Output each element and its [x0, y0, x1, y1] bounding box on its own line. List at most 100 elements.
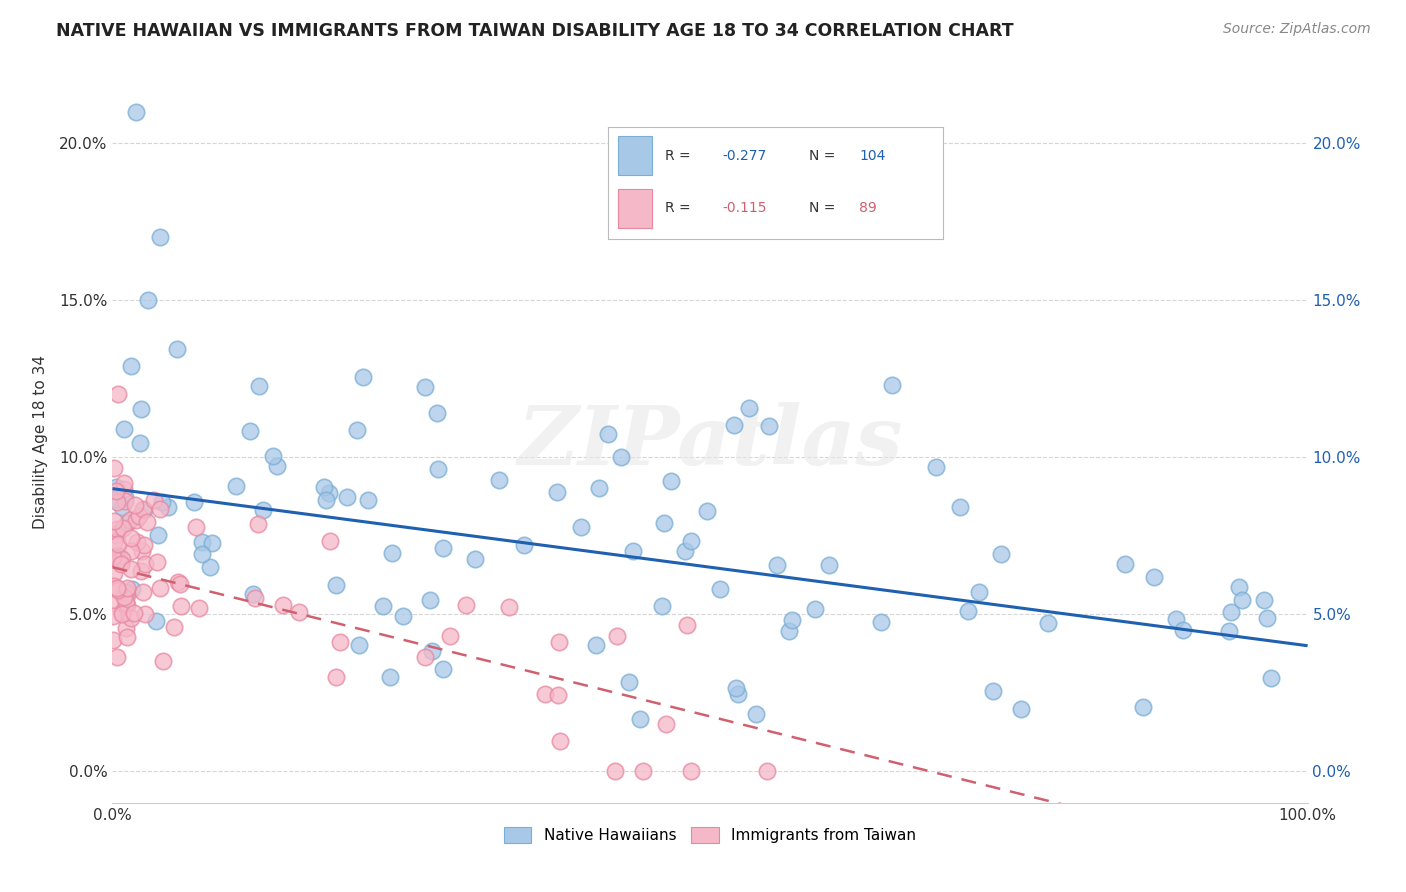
- Point: [117, 588, 139, 602]
- Point: [114, 490, 136, 504]
- Point: [588, 481, 610, 495]
- Point: [111, 607, 134, 621]
- Point: [128, 509, 150, 524]
- Point: [104, 484, 127, 499]
- Point: [271, 599, 294, 613]
- Point: [606, 629, 628, 643]
- Point: [1220, 605, 1243, 619]
- Point: [413, 650, 436, 665]
- Point: [169, 577, 191, 591]
- Point: [628, 712, 651, 726]
- Legend: Native Hawaiians, Immigrants from Taiwan: Native Hawaiians, Immigrants from Taiwan: [498, 822, 922, 849]
- Point: [124, 606, 146, 620]
- Point: [780, 613, 803, 627]
- Point: [325, 577, 347, 591]
- Point: [124, 498, 146, 512]
- Point: [103, 461, 125, 475]
- Point: [547, 635, 569, 649]
- Point: [1232, 593, 1254, 607]
- Point: [738, 401, 761, 415]
- Point: [756, 764, 779, 779]
- Point: [115, 516, 138, 530]
- Point: [200, 559, 222, 574]
- Point: [329, 634, 352, 648]
- Point: [112, 590, 135, 604]
- Point: [534, 687, 557, 701]
- Point: [925, 459, 948, 474]
- Point: [803, 601, 825, 615]
- Point: [488, 473, 510, 487]
- Point: [1218, 624, 1240, 638]
- Point: [167, 575, 190, 590]
- Point: [115, 630, 138, 644]
- Point: [183, 494, 205, 508]
- Point: [170, 599, 193, 614]
- Point: [112, 475, 135, 490]
- Point: [1038, 615, 1060, 630]
- Point: [336, 490, 359, 504]
- Point: [152, 654, 174, 668]
- Point: [765, 558, 787, 573]
- Point: [120, 359, 142, 374]
- Point: [107, 387, 129, 401]
- Point: [498, 599, 520, 614]
- Point: [617, 675, 640, 690]
- Point: [145, 555, 167, 569]
- Point: [621, 544, 644, 558]
- Point: [696, 504, 718, 518]
- Point: [132, 538, 155, 552]
- Point: [104, 480, 127, 494]
- Point: [967, 585, 990, 599]
- Point: [103, 633, 125, 648]
- Point: [104, 527, 127, 541]
- Point: [724, 681, 747, 695]
- Point: [138, 293, 160, 308]
- Point: [134, 503, 156, 517]
- Point: [125, 513, 148, 527]
- Point: [464, 552, 486, 566]
- Point: [149, 230, 172, 244]
- Point: [596, 427, 619, 442]
- Point: [373, 599, 395, 613]
- Point: [681, 764, 703, 779]
- Point: [1256, 611, 1278, 625]
- Point: [869, 615, 891, 629]
- Point: [187, 601, 209, 615]
- Point: [103, 535, 125, 549]
- Point: [120, 610, 142, 624]
- Point: [127, 534, 149, 549]
- Point: [585, 638, 607, 652]
- Point: [709, 582, 731, 597]
- Point: [129, 436, 152, 450]
- Point: [1164, 612, 1187, 626]
- Point: [115, 599, 138, 613]
- Point: [426, 406, 449, 420]
- Point: [1260, 671, 1282, 685]
- Point: [778, 624, 800, 638]
- Point: [120, 531, 142, 545]
- Point: [150, 494, 173, 508]
- Point: [120, 513, 142, 527]
- Point: [1132, 699, 1154, 714]
- Point: [107, 536, 129, 550]
- Point: [378, 670, 401, 684]
- Point: [432, 541, 454, 555]
- Point: [242, 587, 264, 601]
- Point: [427, 462, 450, 476]
- Point: [347, 638, 370, 652]
- Point: [121, 582, 143, 596]
- Point: [346, 423, 368, 437]
- Point: [129, 402, 152, 417]
- Point: [115, 585, 138, 599]
- Point: [190, 534, 212, 549]
- Point: [131, 544, 153, 558]
- Point: [352, 370, 374, 384]
- Point: [105, 522, 128, 536]
- Point: [114, 494, 136, 508]
- Point: [111, 521, 134, 535]
- Point: [114, 621, 136, 635]
- Point: [723, 418, 745, 433]
- Point: [548, 734, 571, 748]
- Point: [105, 528, 128, 542]
- Point: [107, 548, 129, 562]
